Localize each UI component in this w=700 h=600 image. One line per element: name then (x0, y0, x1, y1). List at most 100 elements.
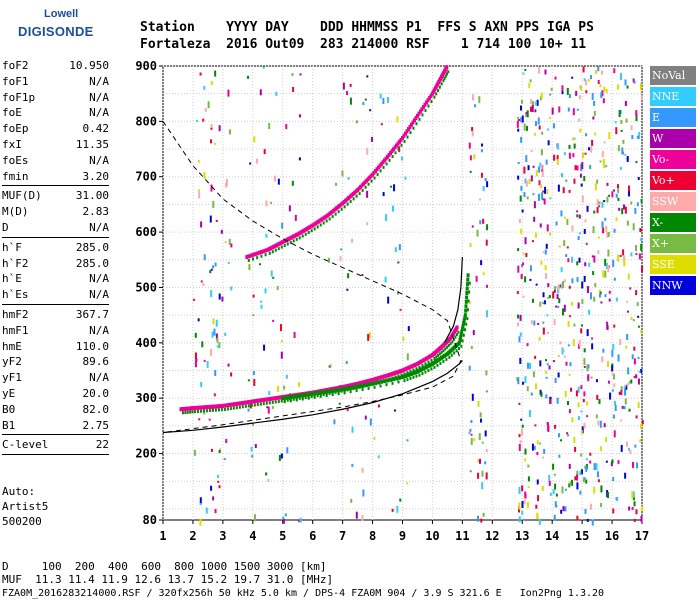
noise-echo (568, 144, 571, 149)
trace-point (284, 395, 288, 400)
param-label: foEs (2, 153, 29, 167)
trace-point (438, 352, 441, 356)
param-value: N/A (89, 371, 109, 385)
noise-echo (350, 498, 353, 503)
noise-echo (568, 152, 571, 159)
noise-echo (518, 336, 521, 343)
y-tick-label: 300 (135, 391, 157, 405)
trace-point (392, 377, 396, 382)
noise-echo (582, 152, 585, 159)
noise-echo (623, 255, 626, 263)
trace-point (427, 360, 430, 364)
noise-echo (580, 324, 583, 327)
noise-echo (547, 283, 550, 288)
noise-echo (562, 187, 565, 194)
noise-echo (580, 410, 583, 413)
param-row: hmF2 367.7 (2, 307, 109, 323)
noise-echo (552, 489, 555, 495)
noise-echo (553, 514, 556, 521)
noise-echo (355, 511, 358, 519)
trace-point (412, 126, 415, 130)
noise-echo (217, 480, 220, 483)
trace-point (418, 109, 422, 114)
x-tick-label: 5 (279, 529, 286, 543)
noise-echo (371, 136, 374, 142)
noise-echo (577, 416, 580, 421)
noise-echo (595, 414, 598, 419)
noise-echo (639, 228, 642, 233)
noise-echo (611, 459, 614, 464)
trace-point (332, 388, 336, 393)
noise-echo (583, 348, 586, 353)
noise-echo (523, 192, 526, 198)
x-tick-label: 4 (249, 529, 256, 543)
noise-echo (608, 298, 611, 302)
noise-echo (627, 367, 630, 375)
noise-echo (547, 128, 550, 131)
noise-echo (576, 482, 579, 490)
noise-echo (635, 245, 638, 252)
noise-echo (603, 160, 606, 168)
noise-echo (468, 142, 471, 149)
noise-echo (632, 497, 635, 501)
noise-echo (589, 165, 592, 170)
noise-echo (380, 123, 383, 126)
trace-point (298, 236, 301, 240)
noise-echo (198, 418, 201, 421)
noise-echo (545, 370, 548, 374)
noise-echo (264, 288, 267, 294)
param-value: N/A (89, 153, 109, 167)
noise-echo (265, 200, 268, 207)
noise-echo (468, 301, 471, 305)
noise-echo (606, 231, 609, 238)
noise-echo (542, 198, 545, 201)
legend-item: Vo+ (650, 171, 696, 191)
param-row: h`E N/A (2, 271, 109, 287)
noise-echo (560, 173, 563, 177)
noise-echo (480, 418, 483, 423)
noise-echo (484, 461, 487, 465)
noise-echo (580, 163, 583, 171)
noise-echo (619, 110, 622, 115)
noise-echo (366, 75, 369, 78)
noise-echo (299, 73, 302, 76)
noise-echo (622, 204, 625, 210)
noise-echo (591, 139, 594, 146)
noise-echo (563, 240, 566, 247)
x-tick-label: 1 (159, 529, 166, 543)
noise-echo (599, 446, 602, 452)
noise-echo (531, 101, 534, 109)
noise-echo (592, 116, 595, 120)
trace-point (340, 207, 343, 211)
noise-echo (586, 329, 589, 337)
trace-point (400, 373, 403, 377)
noise-echo (576, 474, 579, 481)
noise-echo (540, 391, 543, 397)
noise-echo (207, 101, 210, 109)
trace-point (289, 399, 292, 403)
noise-echo (532, 371, 535, 378)
noise-echo (635, 161, 638, 164)
param-label: h`E (2, 272, 22, 286)
trace-point (244, 404, 247, 408)
noise-echo (604, 217, 607, 221)
noise-echo (282, 516, 285, 520)
legend-item: X+ (650, 234, 696, 254)
noise-echo (265, 472, 268, 476)
noise-echo (591, 255, 594, 258)
param-value: 11.35 (75, 137, 109, 151)
noise-echo (399, 308, 402, 311)
noise-echo (347, 273, 350, 279)
noise-echo (210, 123, 213, 128)
noise-echo (584, 508, 587, 514)
trace-point (448, 355, 451, 359)
noise-echo (534, 355, 537, 359)
noise-echo (632, 223, 635, 231)
trace-point (403, 379, 406, 383)
param-row: foEp 0.42 (2, 121, 109, 137)
noise-echo (640, 95, 643, 101)
digisonde-logo: Lowell DIGISONDE (6, 8, 93, 44)
noise-echo (284, 513, 287, 517)
trace-point (397, 380, 400, 384)
noise-echo (481, 143, 484, 147)
